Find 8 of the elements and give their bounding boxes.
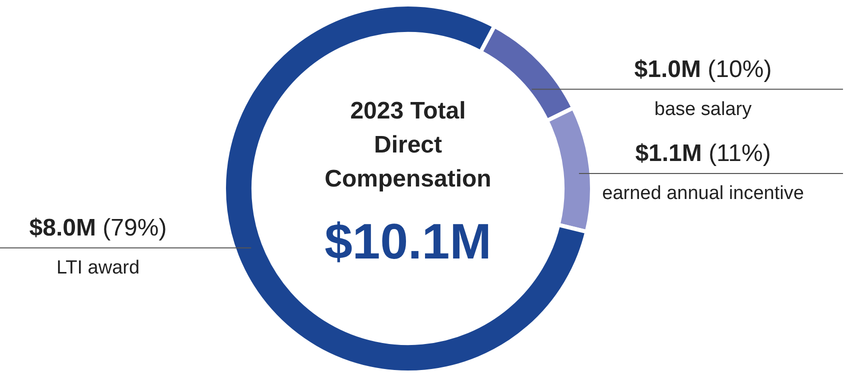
slice-label: LTI award	[56, 257, 140, 278]
data-label: $1.0M (10%)	[634, 56, 772, 83]
data-label: $8.0M (79%)	[29, 214, 167, 242]
slice-label: earned annual incentive	[602, 183, 804, 204]
text: $10.1M	[324, 214, 492, 270]
data-label: $1.1M (11%)	[635, 140, 771, 167]
text: 2023 Total Direct Compensation	[324, 98, 492, 192]
slice-label: base salary	[654, 98, 752, 120]
